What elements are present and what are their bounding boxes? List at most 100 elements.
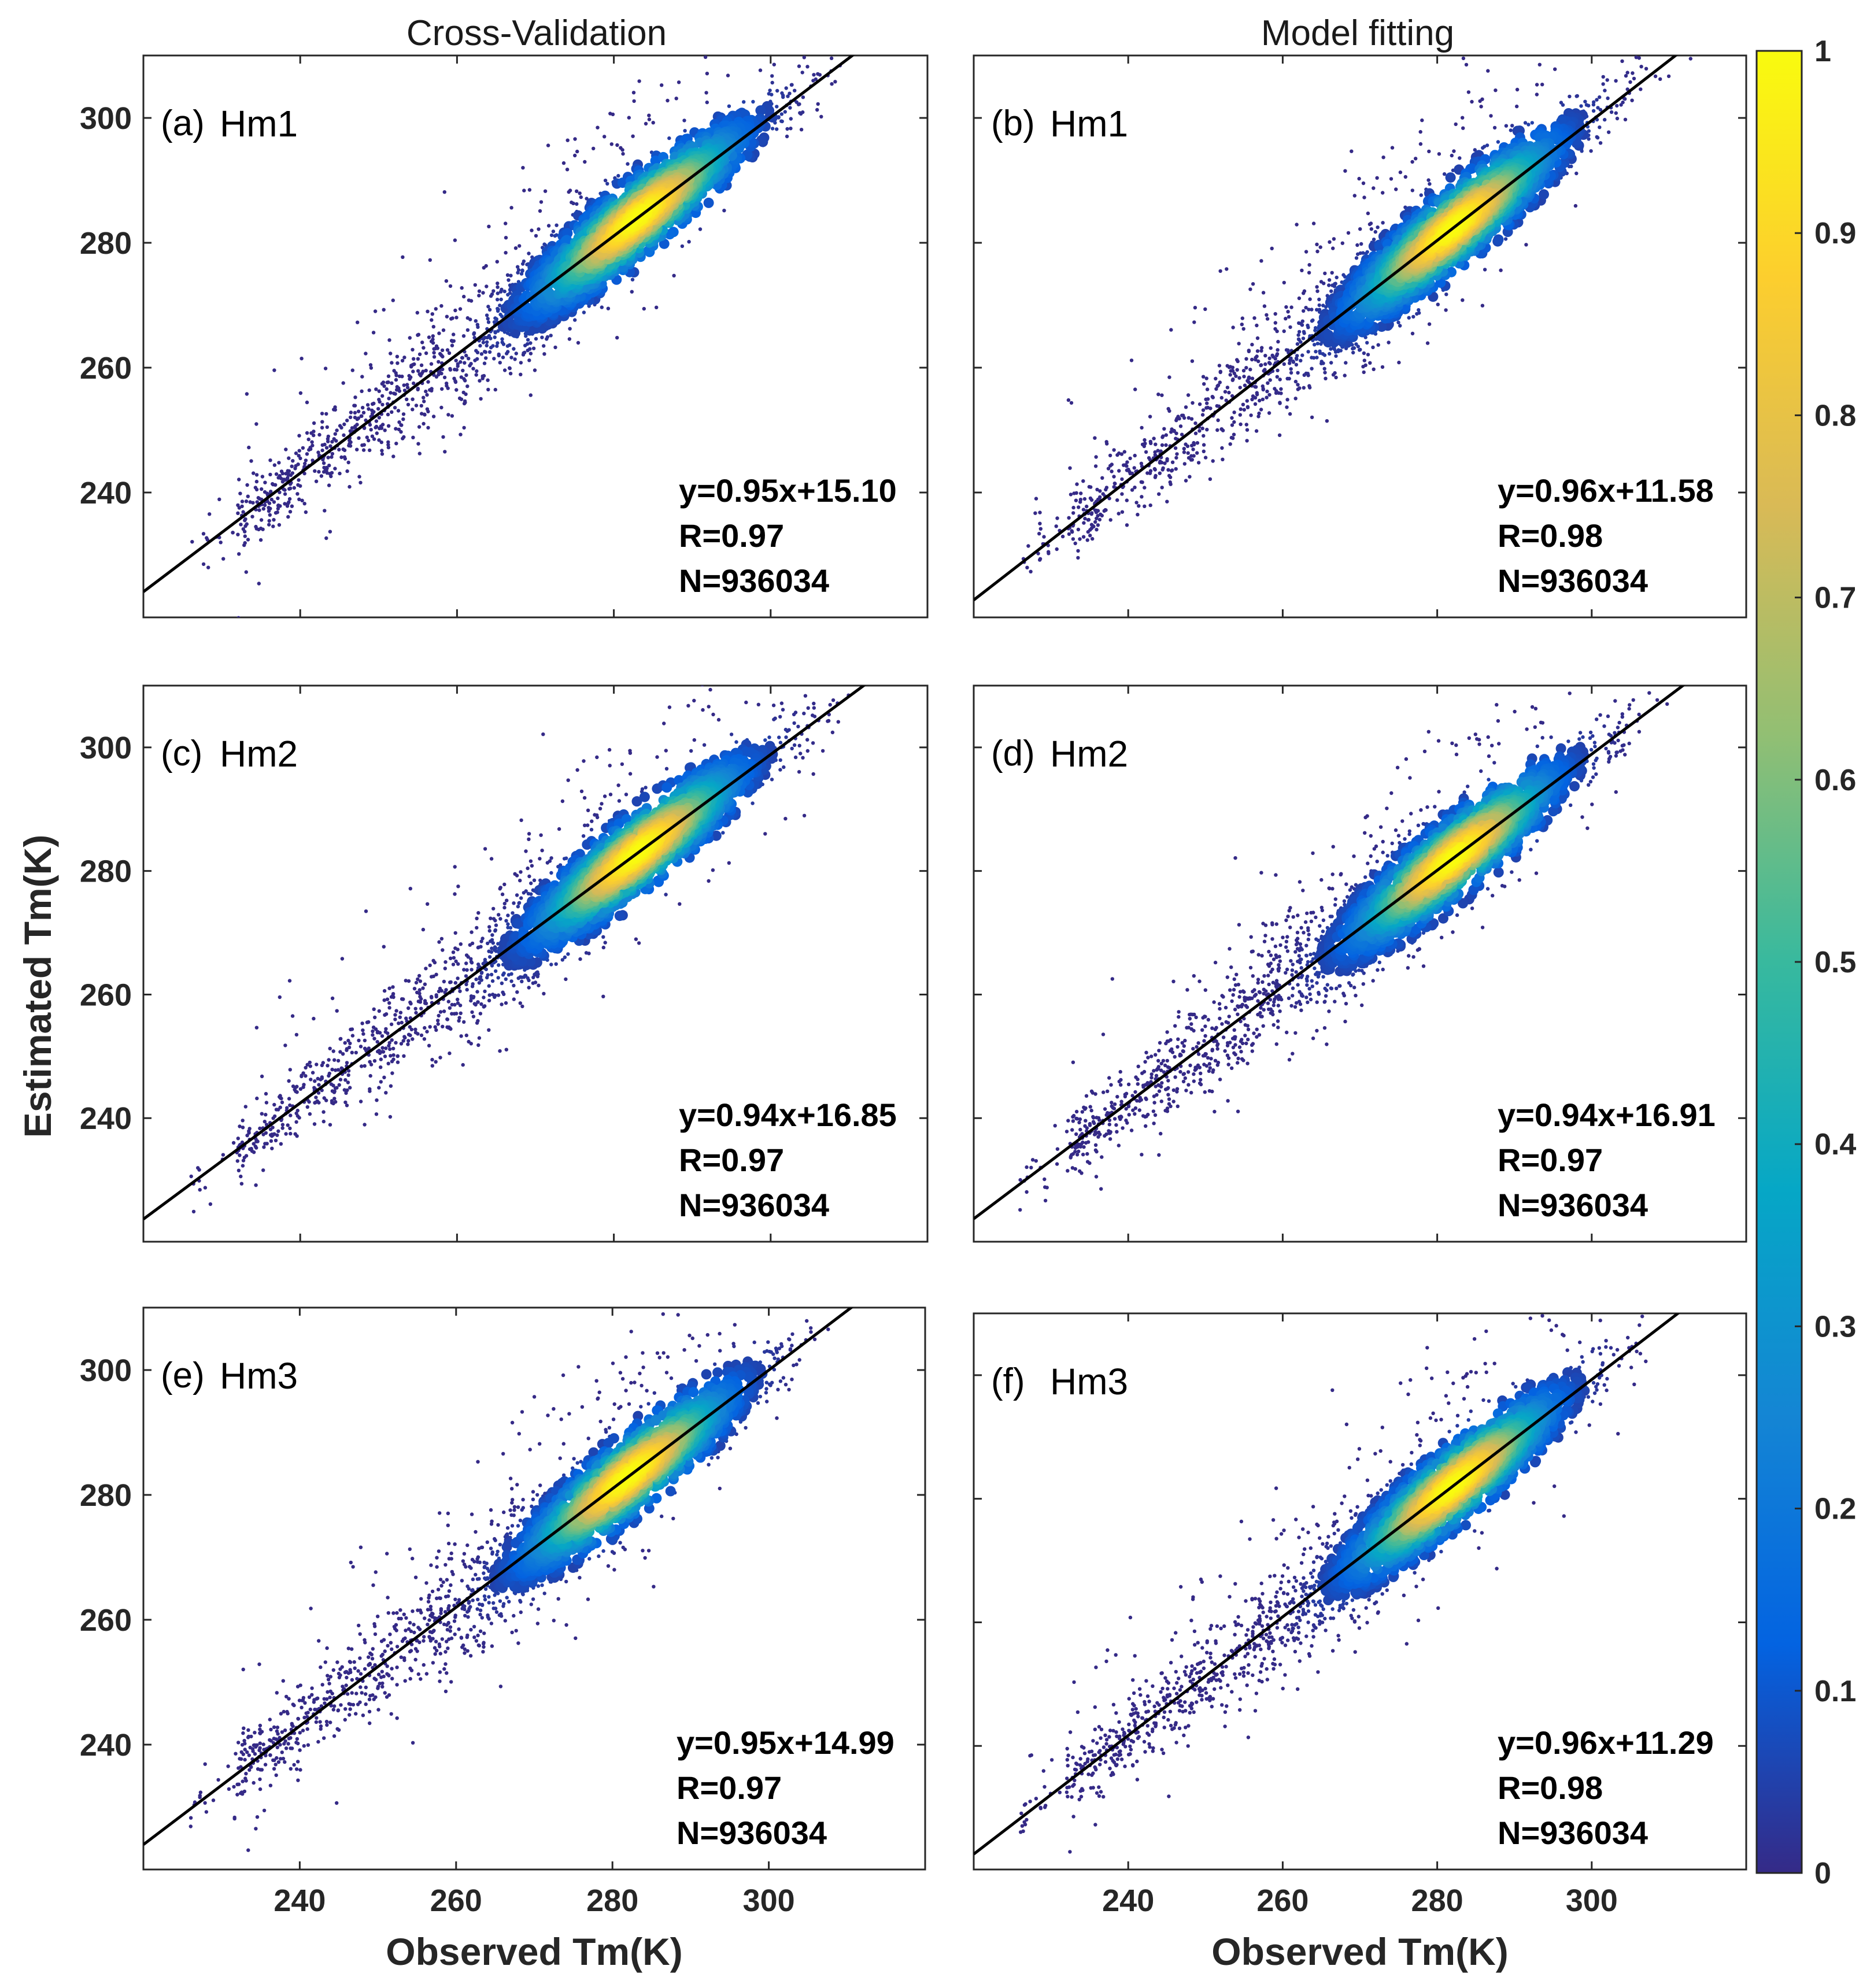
scatter-point <box>565 168 570 172</box>
scatter-point <box>1628 80 1632 84</box>
scatter-point <box>478 379 482 383</box>
scatter-point <box>1089 498 1094 502</box>
scatter-point <box>1140 425 1144 430</box>
scatter-point <box>1437 152 1441 156</box>
scatter-point <box>1619 103 1623 107</box>
panel-tag: (a) <box>161 103 205 143</box>
scatter-point <box>338 471 342 476</box>
scatter-point <box>1261 384 1265 388</box>
scatter-point <box>1304 306 1308 310</box>
scatter-point <box>1167 375 1171 379</box>
scatter-point <box>1444 308 1448 312</box>
scatter-point <box>1165 499 1169 504</box>
scatter-point <box>367 407 371 411</box>
scatter-point <box>1603 117 1607 122</box>
scatter-point <box>508 366 512 370</box>
scatter-point <box>1688 57 1692 61</box>
scatter-point <box>1143 438 1147 442</box>
scatter-point <box>1117 512 1121 516</box>
scatter-point <box>1466 90 1471 94</box>
scatter-point <box>1255 391 1259 395</box>
scatter-point <box>1133 453 1137 458</box>
scatter-point <box>380 423 385 427</box>
scatter-point <box>1225 267 1229 271</box>
scatter-point <box>487 334 491 338</box>
scatter-point <box>409 375 413 379</box>
scatter-point <box>1211 459 1215 463</box>
scatter-point <box>391 454 396 458</box>
scatter-point <box>779 112 784 116</box>
scatter-point <box>1214 376 1218 381</box>
scatter-point <box>356 320 360 324</box>
scatter-point <box>1461 126 1465 130</box>
scatter-point <box>1442 172 1447 176</box>
scatter-point <box>356 409 361 413</box>
scatter-point <box>789 127 793 131</box>
scatter-point <box>1323 330 1334 340</box>
scatter-point <box>411 435 415 439</box>
scatter-point <box>1381 221 1385 225</box>
scatter-point <box>236 616 241 617</box>
scatter-point <box>497 352 501 357</box>
scatter-point <box>272 518 276 522</box>
scatter-point <box>1250 376 1255 380</box>
scatter-point <box>1248 368 1252 372</box>
scatter-point <box>546 224 551 228</box>
scatter-point <box>1245 399 1249 403</box>
scatter-point <box>272 500 276 504</box>
scatter-point <box>1042 535 1046 539</box>
scatter-point <box>452 376 456 380</box>
scatter-point <box>441 328 446 332</box>
scatter-point <box>1539 189 1549 200</box>
scatter-point <box>297 434 301 438</box>
scatter-point <box>1120 492 1124 496</box>
scatter-point <box>540 335 544 339</box>
scatter-point <box>406 402 411 407</box>
scatter-point <box>573 153 577 158</box>
scatter-point <box>416 332 421 336</box>
scatter-point <box>287 497 292 501</box>
scatter-point <box>426 309 430 313</box>
scatter-point <box>1606 96 1610 101</box>
scatter-point <box>1149 441 1153 445</box>
scatter-point <box>1252 316 1256 320</box>
scatter-point <box>1419 193 1423 197</box>
scatter-point <box>304 510 308 514</box>
scatter-point <box>1258 398 1262 403</box>
scatter-point <box>1415 312 1419 316</box>
scatter-point <box>1152 436 1156 440</box>
scatter-point <box>419 363 424 367</box>
scatter-point <box>1237 342 1241 346</box>
scatter-point <box>481 291 485 295</box>
scatter-point <box>1301 336 1306 340</box>
scatter-point <box>324 412 328 416</box>
scatter-point <box>469 362 473 366</box>
scatter-point <box>261 507 265 511</box>
scatter-point <box>486 378 490 382</box>
scatter-point <box>330 451 335 456</box>
scatter-point <box>1366 211 1370 216</box>
scatter-point <box>386 412 390 417</box>
scatter-point <box>1247 376 1251 380</box>
scatter-point <box>1075 482 1079 486</box>
scatter-point <box>280 471 285 476</box>
scatter-point <box>286 514 290 519</box>
scatter-point <box>519 272 524 276</box>
scatter-point <box>1273 357 1277 361</box>
scatter-point <box>1137 504 1141 508</box>
scatter-point <box>365 435 369 439</box>
scatter-point <box>1553 67 1557 71</box>
scatter-point <box>463 399 467 403</box>
scatter-point <box>201 562 206 567</box>
scatter-point <box>1085 538 1089 542</box>
scatter-point <box>411 408 415 412</box>
scatter-point <box>704 91 708 95</box>
scatter-point <box>1243 383 1247 387</box>
scatter-point <box>393 392 397 396</box>
scatter-point <box>513 357 517 361</box>
scatter-point <box>1100 513 1104 518</box>
scatter-point <box>1310 308 1314 312</box>
scatter-point <box>666 98 670 103</box>
scatter-point <box>1034 497 1038 501</box>
scatter-point <box>1285 405 1289 409</box>
